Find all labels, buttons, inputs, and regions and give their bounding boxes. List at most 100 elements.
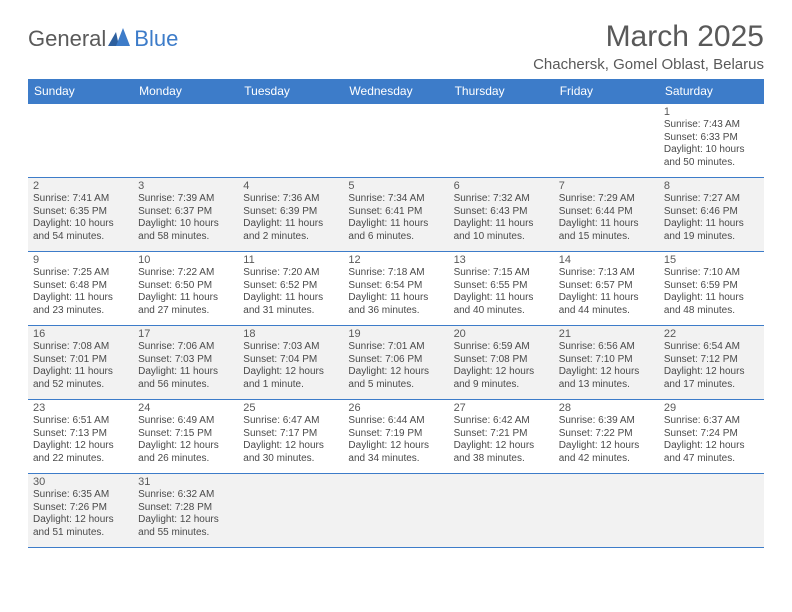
daylight-line: Daylight: 11 hours and 40 minutes. [454,292,549,317]
calendar-cell: 11Sunrise: 7:20 AMSunset: 6:52 PMDayligh… [238,252,343,326]
sunrise-line: Sunrise: 7:41 AM [33,193,128,206]
calendar-cell: 27Sunrise: 6:42 AMSunset: 7:21 PMDayligh… [449,400,554,474]
sunset-line: Sunset: 7:17 PM [243,428,338,441]
sunrise-line: Sunrise: 6:49 AM [138,415,233,428]
header: GeneralBlue March 2025 Chachersk, Gomel … [28,20,764,73]
sunset-line: Sunset: 7:28 PM [138,502,233,515]
sunset-line: Sunset: 6:44 PM [559,206,654,219]
day-number: 12 [348,254,443,266]
calendar-cell-empty [343,104,448,178]
calendar-week-row: 2Sunrise: 7:41 AMSunset: 6:35 PMDaylight… [28,178,764,252]
day-number: 11 [243,254,338,266]
day-number: 23 [33,402,128,414]
calendar-week-row: 30Sunrise: 6:35 AMSunset: 7:26 PMDayligh… [28,474,764,548]
sunrise-line: Sunrise: 7:20 AM [243,267,338,280]
sunset-line: Sunset: 7:21 PM [454,428,549,441]
daylight-line: Daylight: 11 hours and 23 minutes. [33,292,128,317]
daylight-line: Daylight: 12 hours and 5 minutes. [348,366,443,391]
calendar-cell: 10Sunrise: 7:22 AMSunset: 6:50 PMDayligh… [133,252,238,326]
sunset-line: Sunset: 6:46 PM [664,206,759,219]
sunrise-line: Sunrise: 7:01 AM [348,341,443,354]
calendar-cell: 20Sunrise: 6:59 AMSunset: 7:08 PMDayligh… [449,326,554,400]
day-number: 4 [243,180,338,192]
day-number: 8 [664,180,759,192]
calendar-cell-empty [659,474,764,548]
daylight-line: Daylight: 10 hours and 58 minutes. [138,218,233,243]
sunrise-line: Sunrise: 7:08 AM [33,341,128,354]
sunset-line: Sunset: 7:10 PM [559,354,654,367]
day-number: 15 [664,254,759,266]
sunrise-line: Sunrise: 6:51 AM [33,415,128,428]
calendar-cell: 14Sunrise: 7:13 AMSunset: 6:57 PMDayligh… [554,252,659,326]
logo-text-1: General [28,26,106,52]
day-number: 28 [559,402,654,414]
sunrise-line: Sunrise: 7:22 AM [138,267,233,280]
day-number: 10 [138,254,233,266]
sunset-line: Sunset: 7:04 PM [243,354,338,367]
calendar-cell: 1Sunrise: 7:43 AMSunset: 6:33 PMDaylight… [659,104,764,178]
sunrise-line: Sunrise: 6:59 AM [454,341,549,354]
calendar-cell: 2Sunrise: 7:41 AMSunset: 6:35 PMDaylight… [28,178,133,252]
day-number: 26 [348,402,443,414]
calendar-cell: 4Sunrise: 7:36 AMSunset: 6:39 PMDaylight… [238,178,343,252]
daylight-line: Daylight: 12 hours and 38 minutes. [454,440,549,465]
calendar-week-row: 16Sunrise: 7:08 AMSunset: 7:01 PMDayligh… [28,326,764,400]
day-number: 30 [33,476,128,488]
sunset-line: Sunset: 7:01 PM [33,354,128,367]
sunrise-line: Sunrise: 6:37 AM [664,415,759,428]
weekday-header: Friday [554,79,659,104]
sunrise-line: Sunrise: 7:13 AM [559,267,654,280]
sunrise-line: Sunrise: 6:42 AM [454,415,549,428]
daylight-line: Daylight: 12 hours and 55 minutes. [138,514,233,539]
daylight-line: Daylight: 11 hours and 36 minutes. [348,292,443,317]
weekday-header: Thursday [449,79,554,104]
sunset-line: Sunset: 6:54 PM [348,280,443,293]
weekday-header: Tuesday [238,79,343,104]
sunrise-line: Sunrise: 6:32 AM [138,489,233,502]
daylight-line: Daylight: 11 hours and 52 minutes. [33,366,128,391]
logo-icon [108,26,130,52]
sunrise-line: Sunrise: 7:25 AM [33,267,128,280]
day-number: 7 [559,180,654,192]
daylight-line: Daylight: 11 hours and 31 minutes. [243,292,338,317]
logo-text-2: Blue [134,26,178,52]
calendar-cell: 16Sunrise: 7:08 AMSunset: 7:01 PMDayligh… [28,326,133,400]
daylight-line: Daylight: 11 hours and 27 minutes. [138,292,233,317]
sunset-line: Sunset: 6:35 PM [33,206,128,219]
sunrise-line: Sunrise: 6:56 AM [559,341,654,354]
day-number: 29 [664,402,759,414]
day-number: 16 [33,328,128,340]
daylight-line: Daylight: 11 hours and 56 minutes. [138,366,233,391]
day-number: 14 [559,254,654,266]
calendar-cell-empty [554,104,659,178]
calendar-cell: 22Sunrise: 6:54 AMSunset: 7:12 PMDayligh… [659,326,764,400]
sunset-line: Sunset: 7:26 PM [33,502,128,515]
calendar-cell: 29Sunrise: 6:37 AMSunset: 7:24 PMDayligh… [659,400,764,474]
calendar-cell: 12Sunrise: 7:18 AMSunset: 6:54 PMDayligh… [343,252,448,326]
sunrise-line: Sunrise: 7:29 AM [559,193,654,206]
daylight-line: Daylight: 10 hours and 50 minutes. [664,144,759,169]
calendar-cell: 24Sunrise: 6:49 AMSunset: 7:15 PMDayligh… [133,400,238,474]
sunset-line: Sunset: 7:22 PM [559,428,654,441]
calendar-cell-empty [28,104,133,178]
day-number: 27 [454,402,549,414]
calendar-week-row: 9Sunrise: 7:25 AMSunset: 6:48 PMDaylight… [28,252,764,326]
calendar-cell: 7Sunrise: 7:29 AMSunset: 6:44 PMDaylight… [554,178,659,252]
calendar-cell-empty [133,104,238,178]
day-number: 9 [33,254,128,266]
weekday-header: Monday [133,79,238,104]
day-number: 19 [348,328,443,340]
calendar-cell: 17Sunrise: 7:06 AMSunset: 7:03 PMDayligh… [133,326,238,400]
sunset-line: Sunset: 7:08 PM [454,354,549,367]
sunset-line: Sunset: 6:59 PM [664,280,759,293]
sunset-line: Sunset: 7:24 PM [664,428,759,441]
sunset-line: Sunset: 6:43 PM [454,206,549,219]
daylight-line: Daylight: 11 hours and 15 minutes. [559,218,654,243]
daylight-line: Daylight: 11 hours and 2 minutes. [243,218,338,243]
sunrise-line: Sunrise: 7:06 AM [138,341,233,354]
calendar-cell-empty [238,474,343,548]
sunset-line: Sunset: 6:48 PM [33,280,128,293]
weekday-header: Wednesday [343,79,448,104]
sunset-line: Sunset: 6:57 PM [559,280,654,293]
calendar-cell-empty [449,474,554,548]
